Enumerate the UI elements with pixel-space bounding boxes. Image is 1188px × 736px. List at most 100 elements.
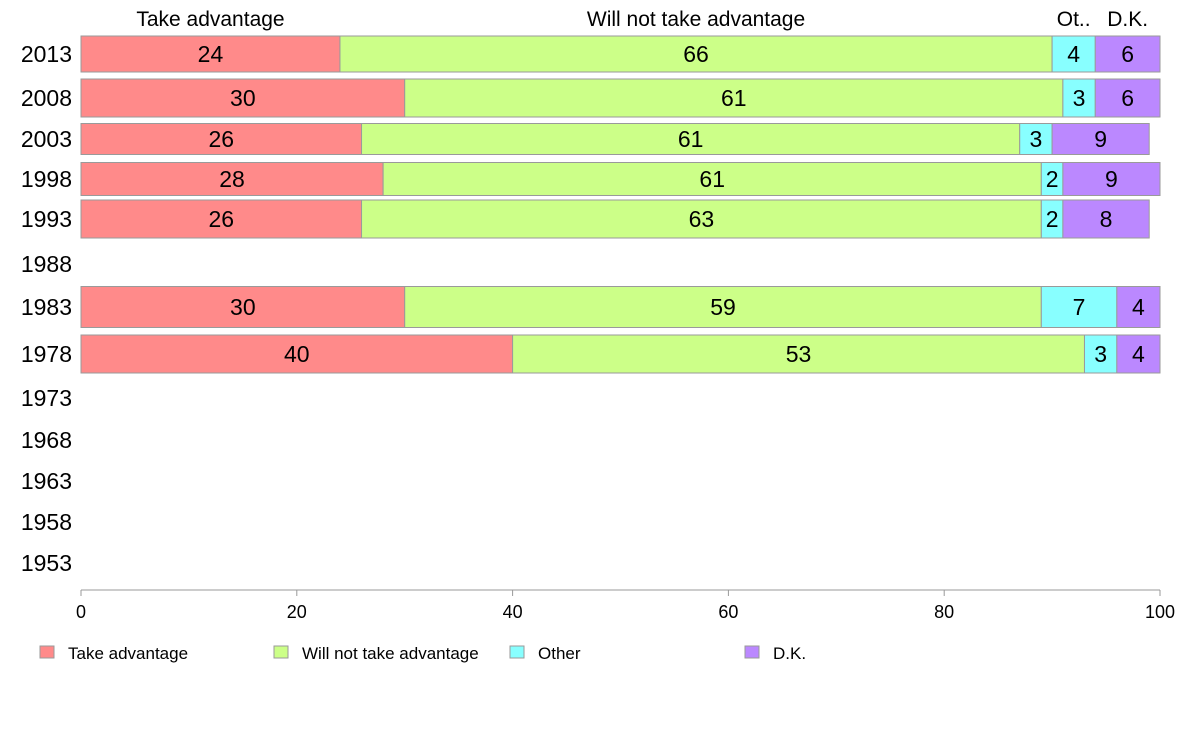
- data-label-d-k: 4: [1132, 294, 1145, 320]
- data-label-take-advantage: 30: [230, 294, 256, 320]
- bar-segment-other: [1040, 286, 1118, 328]
- bar-row-1998: 1998 28 61 2 9: [21, 162, 1161, 196]
- bar-row-2008: 2008 30 61 3 6: [21, 78, 1161, 118]
- year-label: 1993: [21, 206, 72, 232]
- data-label-other: 2: [1046, 206, 1059, 232]
- bar-row-2003: 2003 26 61 3 9: [21, 123, 1150, 155]
- data-label-will-not-take-advantage: 59: [710, 294, 736, 320]
- year-label: 1963: [21, 468, 72, 494]
- data-label-will-not-take-advantage: 53: [786, 341, 812, 367]
- data-label-will-not-take-advantage: 61: [699, 166, 725, 192]
- legend-item-d-k: D.K.: [744, 644, 806, 663]
- data-label-other: 3: [1073, 85, 1086, 111]
- category-headers: Take advantage Will not take advantage Ot.…: [136, 8, 1148, 31]
- data-label-other: 4: [1067, 41, 1080, 67]
- x-tick-label: 100: [1145, 602, 1175, 622]
- legend-item-will-not-take-advantage: Will not take advantage: [273, 644, 479, 663]
- data-label-take-advantage: 30: [230, 85, 256, 111]
- year-label: 1968: [21, 427, 72, 453]
- bar-segment-d-k: [1094, 35, 1161, 73]
- bar-row-1953: 1953: [21, 550, 72, 576]
- category-header-other: Ot..: [1057, 8, 1091, 31]
- bar-segment-will-not-take-advantage: [404, 78, 1064, 118]
- bar-segment-d-k: [1051, 123, 1150, 155]
- data-label-will-not-take-advantage: 61: [678, 126, 704, 152]
- data-label-will-not-take-advantage: 66: [683, 41, 709, 67]
- bar-segment-take-advantage: [80, 35, 341, 73]
- x-tick-label: 20: [287, 602, 307, 622]
- legend-swatch: [509, 645, 525, 659]
- legend-item-other: Other: [509, 644, 581, 663]
- data-label-take-advantage: 40: [284, 341, 310, 367]
- x-tick-label: 40: [503, 602, 523, 622]
- year-label: 2008: [21, 85, 72, 111]
- legend: Take advantage Will not take advantage Oth…: [39, 644, 806, 663]
- bar-segment-will-not-take-advantage: [361, 199, 1042, 239]
- data-label-will-not-take-advantage: 61: [721, 85, 747, 111]
- data-label-take-advantage: 26: [208, 206, 234, 232]
- bar-row-1963: 1963: [21, 468, 72, 494]
- bar-row-1958: 1958: [21, 509, 72, 535]
- bar-segment-take-advantage: [80, 199, 363, 239]
- year-label: 1983: [21, 294, 72, 320]
- bar-segment-will-not-take-advantage: [339, 35, 1053, 73]
- data-label-take-advantage: 24: [198, 41, 224, 67]
- data-label-other: 2: [1046, 166, 1059, 192]
- category-header-will-not-take-advantage: Will not take advantage: [587, 8, 805, 31]
- bar-segment-take-advantage: [80, 123, 363, 155]
- year-label: 1953: [21, 550, 72, 576]
- legend-label: Take advantage: [68, 644, 188, 663]
- x-tick-label: 80: [934, 602, 954, 622]
- data-label-d-k: 9: [1094, 126, 1107, 152]
- year-label: 1958: [21, 509, 72, 535]
- bar-row-1968: 1968: [21, 427, 72, 453]
- bar-segment-d-k: [1062, 199, 1150, 239]
- bar-segment-d-k: [1094, 78, 1161, 118]
- data-label-will-not-take-advantage: 63: [689, 206, 715, 232]
- year-label: 2013: [21, 41, 72, 67]
- data-label-other: 3: [1030, 126, 1043, 152]
- year-label: 2003: [21, 126, 72, 152]
- bar-row-2013: 2013 24 66 4 6: [21, 35, 1161, 73]
- data-label-take-advantage: 28: [219, 166, 245, 192]
- category-header-d-k: D.K.: [1107, 8, 1148, 31]
- legend-swatch: [744, 645, 760, 659]
- bar-row-1973: 1973: [21, 385, 72, 411]
- year-label: 1988: [21, 251, 72, 277]
- x-axis: 0 20 40 60 80 100: [76, 589, 1175, 622]
- bar-segment-will-not-take-advantage: [382, 162, 1042, 196]
- year-label: 1978: [21, 341, 72, 367]
- x-tick-label: 60: [718, 602, 738, 622]
- bar-row-1983: 1983 30 59 7 4: [21, 286, 1161, 328]
- data-label-take-advantage: 26: [208, 126, 234, 152]
- bar-segment-d-k: [1062, 162, 1161, 196]
- bar-segment-d-k: [1116, 286, 1161, 328]
- bar-segment-other: [1062, 78, 1096, 118]
- year-label: 1973: [21, 385, 72, 411]
- bar-segment-will-not-take-advantage: [512, 334, 1085, 374]
- legend-item-take-advantage: Take advantage: [39, 644, 188, 663]
- data-label-d-k: 9: [1105, 166, 1118, 192]
- bar-row-1993: 1993 26 63 2 8: [21, 199, 1150, 239]
- legend-label: Other: [538, 644, 581, 663]
- legend-label: D.K.: [773, 644, 806, 663]
- data-label-d-k: 6: [1121, 85, 1134, 111]
- data-label-d-k: 6: [1121, 41, 1134, 67]
- data-label-other: 7: [1073, 294, 1086, 320]
- bar-segment-will-not-take-advantage: [361, 123, 1021, 155]
- data-label-d-k: 4: [1132, 341, 1145, 367]
- data-label-d-k: 8: [1100, 206, 1113, 232]
- bar-segment-take-advantage: [80, 334, 514, 374]
- bar-segment-take-advantage: [80, 162, 384, 196]
- year-label: 1998: [21, 166, 72, 192]
- bar-segment-d-k: [1116, 334, 1161, 374]
- data-label-other: 3: [1094, 341, 1107, 367]
- legend-swatch: [273, 645, 289, 659]
- category-header-take-advantage: Take advantage: [136, 8, 284, 31]
- bar-segment-other: [1051, 35, 1096, 73]
- legend-label: Will not take advantage: [302, 644, 479, 663]
- bar-row-1988: 1988: [21, 251, 72, 277]
- legend-swatch: [39, 645, 55, 659]
